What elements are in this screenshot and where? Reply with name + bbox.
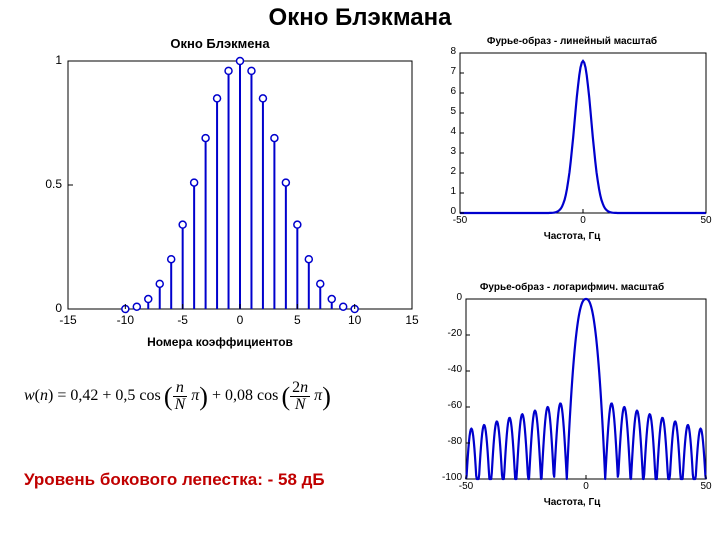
page-title: Окно Блэкмана [0, 4, 720, 32]
linear-chart-title: Фурье-образ - линейный масштаб [432, 36, 712, 47]
log-ytick: -40 [432, 364, 462, 375]
log-xtick: -50 [451, 481, 481, 492]
stem-xtick: -10 [110, 313, 140, 327]
log-xtick: 50 [691, 481, 720, 492]
lin-ytick: 8 [434, 46, 456, 57]
stem-xtick: -15 [53, 313, 83, 327]
log-plot-area [432, 293, 712, 497]
log-chart: Фурье-образ - логарифмич. масштаб -100-8… [432, 282, 712, 522]
stem-ytick: 1 [22, 53, 62, 67]
stem-xtick: 0 [225, 313, 255, 327]
stem-ytick: 0.5 [22, 177, 62, 191]
stem-chart: Окно Блэкмена 00.51 -15-10-5051015 Номер… [20, 36, 420, 356]
stem-chart-title: Окно Блэкмена [20, 36, 420, 51]
log-xtick: 0 [571, 481, 601, 492]
formula: w(n) = 0,42 + 0,5 cos (nN π) + 0,08 cos … [24, 380, 331, 413]
log-ytick: -80 [432, 436, 462, 447]
stem-plot-area [20, 53, 420, 333]
stem-xtick: 5 [282, 313, 312, 327]
lin-ytick: 7 [434, 66, 456, 77]
lin-xtick: 0 [568, 215, 598, 226]
log-ytick: -20 [432, 328, 462, 339]
stem-xtick: 10 [340, 313, 370, 327]
linear-plot-area [432, 47, 712, 231]
lin-xtick: -50 [445, 215, 475, 226]
lin-ytick: 3 [434, 146, 456, 157]
linear-xlabel: Частота, Гц [432, 231, 712, 242]
lin-ytick: 6 [434, 86, 456, 97]
log-chart-title: Фурье-образ - логарифмич. масштаб [432, 282, 712, 293]
sidelobe-caption: Уровень бокового лепестка: - 58 дБ [24, 470, 325, 490]
log-ytick: -60 [432, 400, 462, 411]
lin-ytick: 2 [434, 166, 456, 177]
log-xlabel: Частота, Гц [432, 497, 712, 508]
linear-chart: Фурье-образ - линейный масштаб 0 1 2 3 4 5 6 7 8… [432, 36, 712, 256]
lin-ytick: 5 [434, 106, 456, 117]
lin-ytick: 4 [434, 126, 456, 137]
lin-xtick: 50 [691, 215, 720, 226]
stem-xtick: -5 [168, 313, 198, 327]
stem-xlabel: Номера коэффициентов [20, 335, 420, 349]
stem-xtick: 15 [397, 313, 427, 327]
lin-ytick: 1 [434, 186, 456, 197]
log-ytick: 0 [432, 292, 462, 303]
